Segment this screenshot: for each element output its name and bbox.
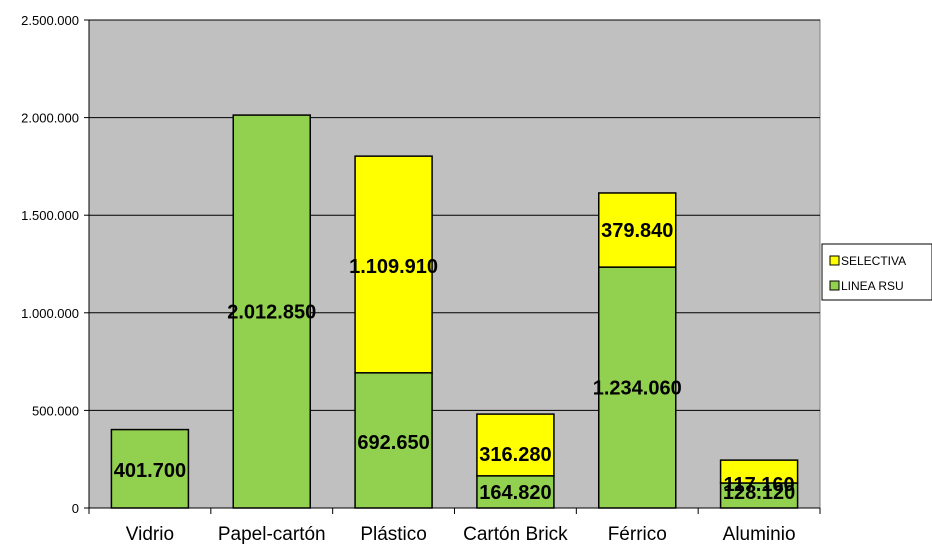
data-label: 2.012.850 [227, 302, 316, 324]
legend-label: SELECTIVA [841, 254, 906, 268]
data-label: 117.160 [723, 474, 794, 496]
bar-selectiva [598, 192, 677, 268]
y-tick-label: 1.000.000 [21, 306, 79, 321]
data-label: 692.650 [357, 432, 429, 454]
bar-linea-rsu [110, 428, 190, 509]
data-label: 164.820 [479, 482, 551, 504]
bar-linea-rsu [598, 266, 677, 509]
y-tick-label: 2.500.000 [21, 13, 79, 28]
legend-label: LINEA RSU [841, 279, 904, 293]
bar-selectiva [354, 155, 433, 374]
y-tick-label: 2.000.000 [21, 111, 79, 126]
plot-area [88, 19, 821, 509]
plot-background [88, 19, 821, 509]
x-tick-label: Vidrio [126, 524, 174, 545]
y-tick-label: 0 [72, 501, 79, 516]
y-tick-label: 1.500.000 [21, 208, 79, 223]
legend-swatch [829, 255, 840, 266]
data-label: 401.700 [114, 460, 186, 482]
bar-linea-rsu [719, 482, 799, 509]
bar-selectiva [719, 459, 799, 484]
bars [110, 114, 799, 509]
x-tick-label: Aluminio [723, 524, 796, 545]
data-label: 316.280 [479, 444, 551, 466]
legend-swatch [829, 280, 840, 291]
x-tick-label: Papel-cartón [218, 524, 326, 545]
data-label: 1.234.060 [593, 378, 682, 400]
data-labels: 401.700 2.012.850 692.650 1.109.910 164.820 3… [114, 220, 795, 504]
bar-selectiva [476, 413, 555, 477]
legend: SELECTIVA LINEA RSU [821, 243, 932, 301]
axes: 0 500.000 1.000.000 1.500.000 2.000.000 2.500… [21, 13, 821, 545]
data-label: 379.840 [601, 220, 673, 242]
y-tick-label: 500.000 [32, 403, 79, 418]
x-tick-label: Férrico [608, 524, 667, 545]
x-tick-label: Cartón Brick [463, 524, 568, 545]
data-label: 1.109.910 [349, 256, 438, 278]
gridlines [89, 19, 820, 411]
x-tick-label: Plástico [360, 524, 427, 545]
data-label: 128.120 [723, 482, 795, 504]
legend-box [821, 243, 932, 301]
